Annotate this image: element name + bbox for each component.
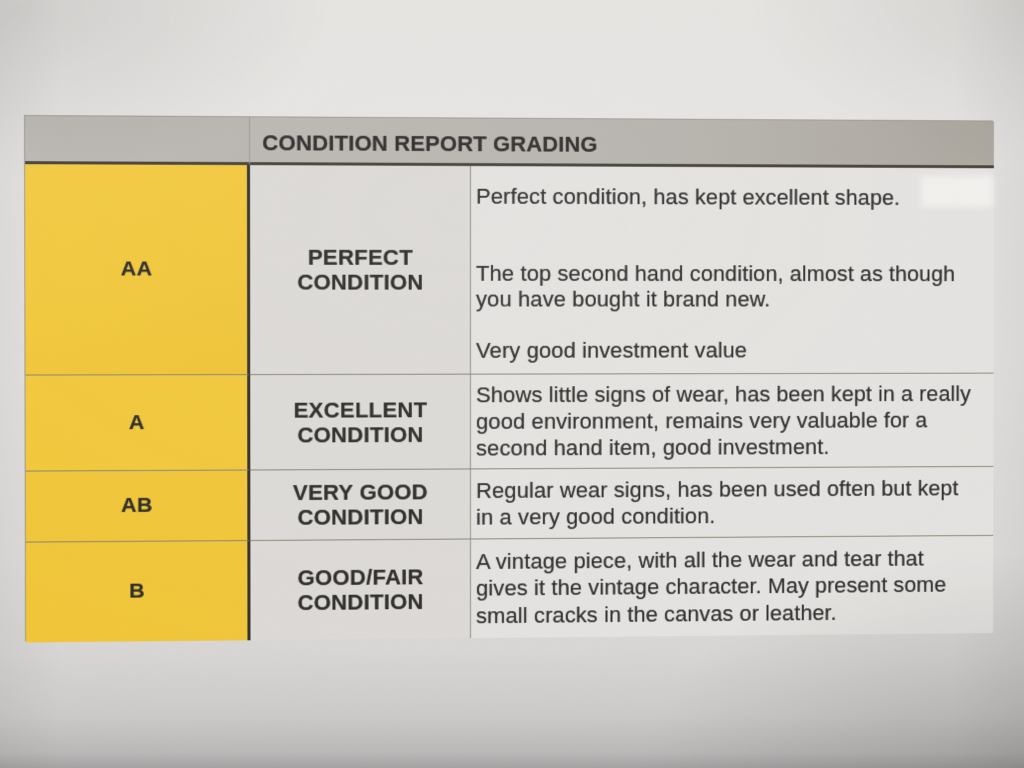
description-cell-ab: Regular wear signs, has been used often …: [471, 465, 994, 539]
description-cell-a: Shows little signs of wear, has been kep…: [470, 372, 994, 468]
label-cell-excellent-condition: EXCELLENT CONDITION: [250, 373, 472, 469]
table-title: CONDITION REPORT GRADING: [249, 116, 994, 168]
grade-text: AA: [120, 256, 153, 280]
description-cell-aa: Perfect condition, has kept excellent sh…: [470, 165, 994, 374]
label-cell-good-fair-condition: GOOD/FAIR CONDITION: [250, 538, 472, 640]
grade-cell-b: B: [25, 539, 251, 642]
grade-text: AB: [121, 493, 153, 517]
grade-text: B: [129, 579, 145, 603]
table-title-text: CONDITION REPORT GRADING: [262, 129, 598, 157]
description-cell-b: A vintage piece, with all the wear and t…: [471, 534, 994, 638]
whiteout-patch: [920, 175, 993, 207]
label-cell-perfect-condition: PERFECT CONDITION: [250, 164, 471, 374]
header-empty-cell: [25, 115, 251, 165]
condition-grading-table: CONDITION REPORT GRADING AA PERFECT COND…: [24, 114, 994, 642]
grade-cell-ab: AB: [25, 468, 251, 542]
label-cell-very-good-condition: VERY GOOD CONDITION: [250, 467, 472, 540]
grade-cell-aa: AA: [25, 163, 251, 375]
grade-text: A: [128, 410, 145, 434]
grade-cell-a: A: [25, 373, 251, 471]
